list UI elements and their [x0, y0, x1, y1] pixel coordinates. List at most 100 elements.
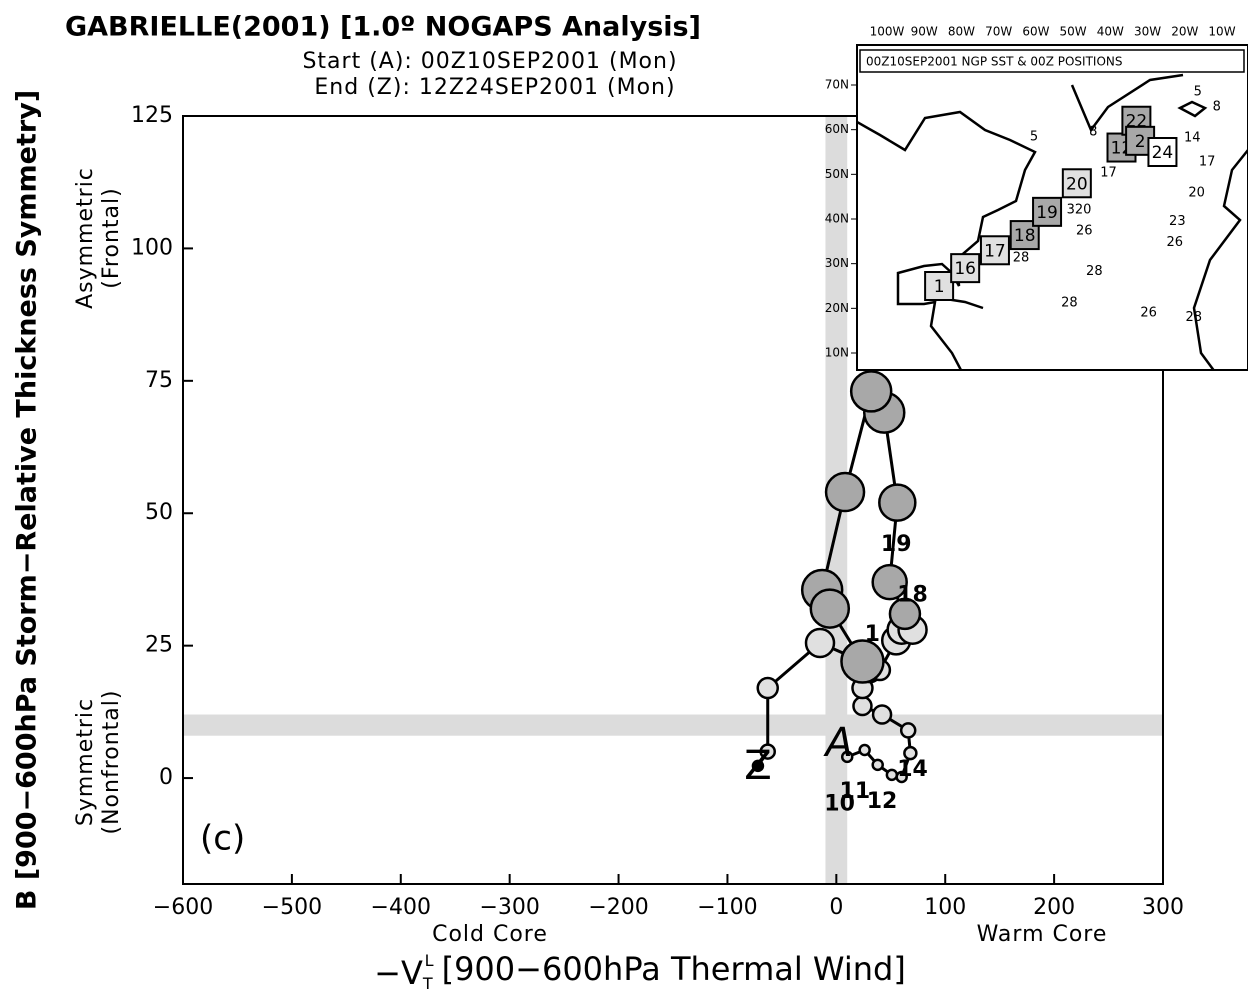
track-point — [878, 483, 917, 522]
x-tick-label: 200 — [1033, 895, 1075, 920]
lon-tick-label: 80W — [948, 25, 975, 39]
lat-tick-label: 40N — [825, 212, 849, 226]
track-point — [804, 627, 836, 659]
lat-tick-label: 20N — [825, 301, 849, 315]
track-point — [852, 695, 873, 717]
lon-tick-label: 50W — [1060, 25, 1087, 39]
coast-iceland — [1177, 100, 1208, 118]
y-bottom-note: Symmetric — [73, 698, 98, 826]
chart-title: GABRIELLE(2001) [1.0º NOGAPS Analysis] — [65, 12, 701, 43]
sst-label: 17 — [1100, 165, 1117, 180]
sst-label: 28 — [1061, 295, 1078, 310]
track-point — [871, 704, 893, 725]
y-tick-label: 25 — [145, 633, 173, 658]
track-point — [849, 370, 893, 413]
sst-label: 26 — [1166, 235, 1183, 250]
sst-label: 5 — [1030, 129, 1038, 144]
inset-title-box — [859, 49, 1245, 73]
day-label: 18 — [897, 582, 928, 607]
coastlines — [857, 73, 1248, 370]
sst-label: 28 — [1013, 250, 1030, 265]
coast-america — [857, 110, 1037, 370]
sst-label: 320 — [1067, 203, 1092, 218]
panel-label: (c) — [200, 819, 245, 859]
x-tick-label: −300 — [479, 895, 539, 920]
position-box — [1147, 137, 1178, 167]
start-marker: A — [823, 720, 853, 766]
sst-label: 23 — [1169, 214, 1186, 229]
sst-label: 17 — [1199, 154, 1216, 169]
sst-label: 8 — [1213, 99, 1221, 114]
position-day: 1 — [934, 277, 945, 297]
position-box — [950, 253, 981, 284]
sst-label: 26 — [1076, 224, 1093, 239]
sst-label: 14 — [1184, 131, 1201, 146]
track-point — [756, 676, 779, 700]
x-tick-label: −400 — [371, 895, 431, 920]
start-label: Start (A): 00Z10SEP2001 (Mon) — [302, 49, 677, 74]
position-day: 2 — [1135, 132, 1146, 152]
x-tick-label: −200 — [588, 895, 648, 920]
track-point — [899, 722, 917, 739]
sst-label: 26 — [1140, 305, 1157, 320]
position-day: 17 — [984, 241, 1006, 261]
lon-tick-label: 40W — [1097, 25, 1124, 39]
track-point — [885, 768, 899, 782]
day-label: 10 — [824, 792, 855, 817]
y-tick-label: 0 — [159, 765, 173, 790]
lon-tick-label: 10W — [1208, 25, 1235, 39]
warm-core-note: Warm Core — [977, 922, 1108, 947]
position-box — [924, 271, 955, 301]
end-marker: Z — [744, 743, 771, 789]
track-point — [751, 759, 765, 773]
sst-label: 8 — [1089, 124, 1097, 139]
track-point — [871, 563, 908, 601]
lon-tick-label: 100W — [870, 25, 905, 39]
y-band — [183, 714, 1163, 736]
position-day: 16 — [954, 259, 976, 279]
track-point — [840, 750, 854, 764]
sst-label: 28 — [1185, 310, 1202, 325]
track-point — [840, 639, 885, 684]
y-tick-label: 50 — [145, 500, 173, 525]
y-axis-label: B [900−600hPa Storm−Relative Thickness S… — [12, 90, 43, 910]
track-point — [858, 743, 871, 757]
x-tick-label: −100 — [697, 895, 757, 920]
lon-tick-label: 20W — [1171, 25, 1198, 39]
lon-tick-label: 60W — [1022, 25, 1049, 39]
y-tick-label: 100 — [131, 235, 173, 260]
position-day: 18 — [1014, 226, 1036, 246]
x-axis-label: −VTL [900−600hPa Thermal Wind] — [374, 950, 906, 993]
day-label: 19 — [881, 532, 912, 557]
x-tick-label: 300 — [1142, 895, 1184, 920]
position-box — [979, 235, 1010, 266]
track-point — [809, 588, 851, 629]
x-tick-label: −600 — [153, 895, 213, 920]
x-label-sup: L — [425, 951, 434, 970]
x-label-text: [900−600hPa Thermal Wind] — [442, 950, 906, 988]
track-point — [895, 770, 908, 784]
y-top-note: Asymmetric — [73, 167, 98, 309]
track-point — [903, 745, 918, 761]
lat-tick-label: 50N — [825, 167, 849, 181]
x-tick-label: −500 — [262, 895, 322, 920]
day-label: 14 — [897, 757, 928, 782]
cold-core-note: Cold Core — [432, 922, 548, 947]
day-label: 1 — [865, 622, 880, 647]
track-point — [871, 758, 884, 772]
position-box — [1061, 168, 1092, 199]
sst-label: 5 — [1194, 85, 1202, 100]
track-point — [824, 471, 866, 513]
position-box — [1032, 196, 1063, 227]
position-box — [1009, 220, 1040, 251]
y-tick-label: 75 — [145, 368, 173, 393]
inset-title: 00Z10SEP2001 NGP SST & 00Z POSITIONS — [866, 55, 1122, 69]
y-bottom-note: (Nonfrontal) — [99, 690, 124, 835]
day-label: 11 — [840, 779, 871, 804]
lat-tick-label: 70N — [825, 78, 849, 92]
position-day: 20 — [1066, 174, 1088, 194]
lon-tick-label: 70W — [985, 25, 1012, 39]
inset-map: 00Z10SEP2001 NGP SST & 00Z POSITIONS 585… — [825, 25, 1248, 371]
lat-tick-label: 60N — [825, 122, 849, 136]
